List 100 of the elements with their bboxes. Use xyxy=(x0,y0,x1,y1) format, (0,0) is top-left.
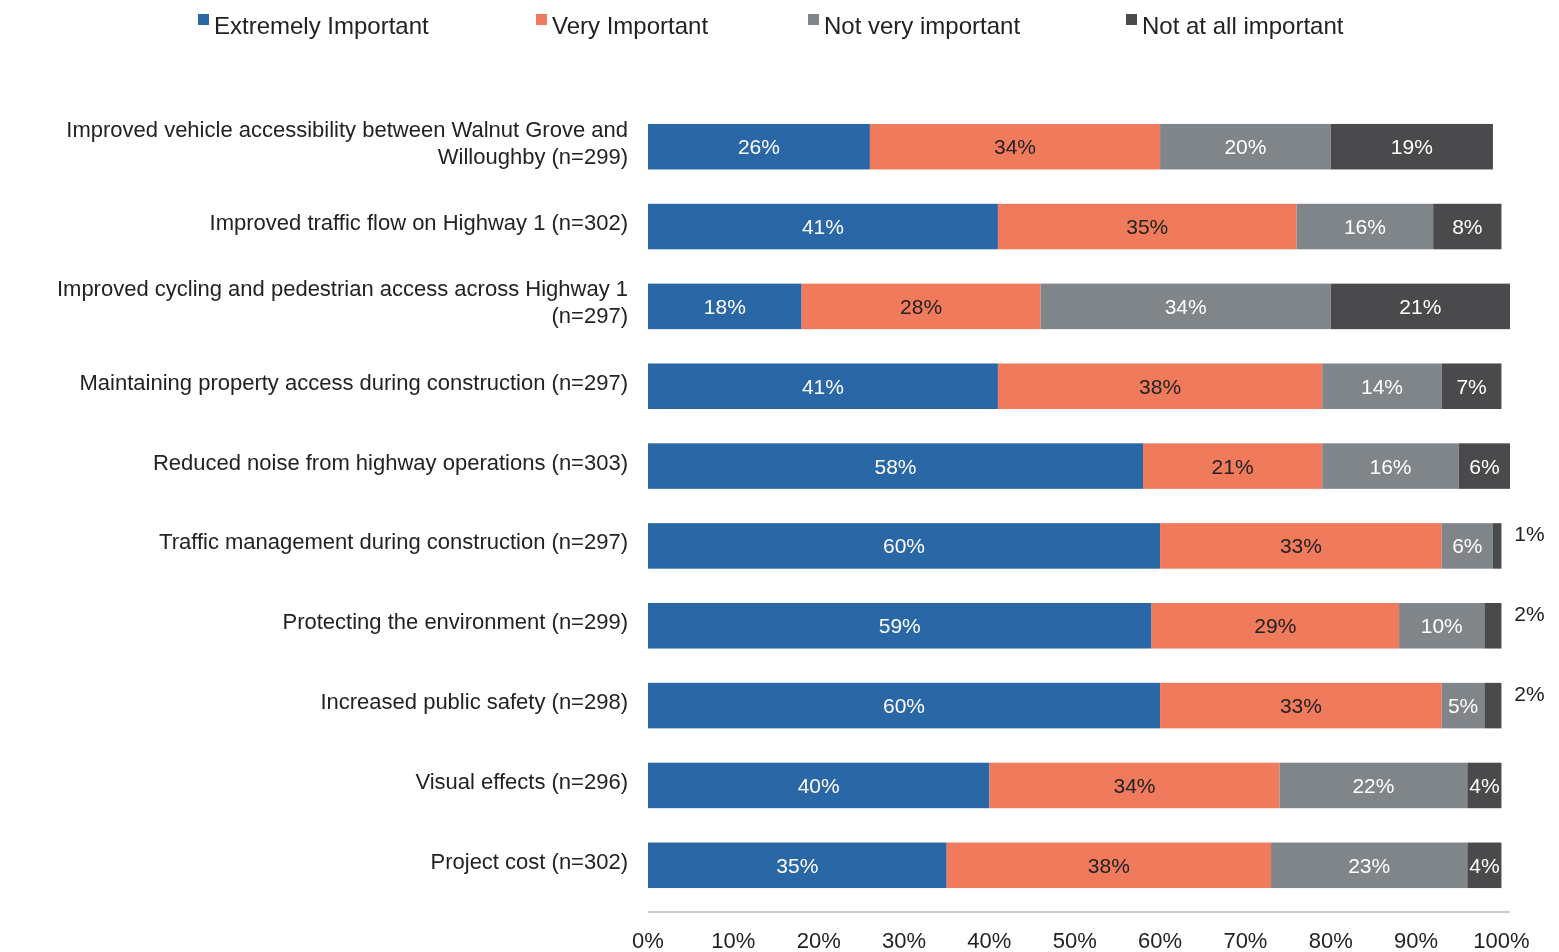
bar xyxy=(1160,682,1442,729)
y-tick-label: Improved cycling and pedestrian access across Highway 1 (n=297) xyxy=(56,276,628,329)
data-label: 16% xyxy=(1369,454,1412,478)
bar xyxy=(1040,283,1331,330)
data-label: 19% xyxy=(1390,135,1433,159)
data-label: 14% xyxy=(1360,374,1403,398)
x-tick-label: 30% xyxy=(882,927,927,952)
x-tick-label: 10% xyxy=(711,927,756,952)
x-tick-label: 20% xyxy=(796,927,841,952)
bar xyxy=(1151,603,1400,649)
bar xyxy=(1330,123,1493,170)
bar xyxy=(997,203,1297,250)
bar xyxy=(1330,283,1510,330)
data-label: 8% xyxy=(1452,215,1483,239)
bar xyxy=(1143,443,1323,489)
bar xyxy=(997,363,1323,409)
bar xyxy=(1441,523,1493,569)
data-label: 22% xyxy=(1352,773,1395,797)
data-label: 20% xyxy=(1224,135,1267,159)
bar xyxy=(1296,203,1434,250)
data-label: 41% xyxy=(801,215,844,239)
data-label: 10% xyxy=(1420,614,1463,638)
data-label: 59% xyxy=(878,614,921,638)
bar xyxy=(648,203,998,250)
bar xyxy=(801,283,1041,330)
bar xyxy=(648,523,1161,569)
bar xyxy=(1484,682,1502,729)
data-label: 1% xyxy=(1514,522,1545,546)
legend-label: Not very important xyxy=(824,11,1021,39)
x-tick-label: 70% xyxy=(1223,927,1268,952)
y-tick-label: Improved vehicle accessibility between Walnut Grove and Willoughby (n=299) xyxy=(66,116,628,169)
bar xyxy=(648,842,947,889)
bar xyxy=(648,283,802,330)
legend-label: Very Important xyxy=(552,11,709,39)
legend-label: Not at all important xyxy=(1142,11,1344,39)
data-label: 40% xyxy=(797,773,840,797)
data-label: 60% xyxy=(883,694,926,718)
bar xyxy=(1271,842,1468,889)
bar xyxy=(1433,203,1502,250)
data-label: 35% xyxy=(1126,215,1169,239)
y-tick-label: Increased public safety (n=298) xyxy=(320,689,628,715)
x-tick-label: 100% xyxy=(1473,927,1530,952)
bar xyxy=(1441,363,1502,409)
y-tick-label: Traffic management during construction (n=297) xyxy=(159,529,628,555)
data-label: 2% xyxy=(1514,602,1545,626)
bar xyxy=(648,123,870,170)
data-label: 6% xyxy=(1469,454,1500,478)
bar xyxy=(1322,443,1459,489)
data-label: 21% xyxy=(1211,454,1254,478)
bar xyxy=(648,762,990,809)
data-label: 16% xyxy=(1343,215,1386,239)
data-label: 26% xyxy=(737,135,780,159)
data-label: 23% xyxy=(1348,853,1391,877)
data-label: 41% xyxy=(801,374,844,398)
data-label: 18% xyxy=(703,294,746,318)
x-tick-label: 80% xyxy=(1308,927,1353,952)
data-label: 33% xyxy=(1279,534,1322,558)
bar xyxy=(648,363,998,409)
bar xyxy=(1458,443,1510,489)
bar xyxy=(869,123,1161,170)
x-tick-label: 90% xyxy=(1394,927,1439,952)
y-tick-label: Maintaining property access during construction (n=297) xyxy=(79,369,628,395)
y-tick-label: Visual effects (n=296) xyxy=(415,768,628,794)
bar xyxy=(1399,603,1485,649)
data-label: 2% xyxy=(1514,682,1545,706)
bar xyxy=(946,842,1272,889)
x-tick-label: 0% xyxy=(632,927,664,952)
x-tick-label: 40% xyxy=(967,927,1012,952)
bar xyxy=(648,682,1161,729)
data-label: 35% xyxy=(776,853,819,877)
data-label: 33% xyxy=(1279,694,1322,718)
data-label: 4% xyxy=(1469,773,1500,797)
data-label: 60% xyxy=(883,534,926,558)
data-label: 21% xyxy=(1399,294,1442,318)
data-label: 5% xyxy=(1447,694,1479,718)
x-tick-label: 60% xyxy=(1138,927,1183,952)
bar xyxy=(1322,363,1442,409)
data-label: 29% xyxy=(1254,614,1297,638)
bar xyxy=(648,603,1152,649)
y-tick-label: Project cost (n=302) xyxy=(430,848,628,874)
bar xyxy=(1160,123,1331,170)
bar xyxy=(648,443,1144,489)
data-label: 38% xyxy=(1139,374,1182,398)
data-label: 4% xyxy=(1469,853,1500,877)
data-label: 34% xyxy=(1164,294,1207,318)
bar xyxy=(1279,762,1468,809)
y-tick-label: Protecting the environment (n=299) xyxy=(282,609,628,635)
bar xyxy=(1484,603,1502,649)
bar xyxy=(989,762,1280,809)
y-tick-label: Improved traffic flow on Highway 1 (n=302) xyxy=(209,210,628,236)
data-label: 6% xyxy=(1452,534,1483,558)
data-label: 7% xyxy=(1456,374,1487,398)
y-tick-label: Reduced noise from highway operations (n=303) xyxy=(152,449,628,475)
data-label: 38% xyxy=(1087,853,1130,877)
legend-label: Extremely Important xyxy=(214,11,430,39)
data-label: 34% xyxy=(993,135,1037,159)
bar xyxy=(1492,523,1502,569)
data-label: 34% xyxy=(1113,773,1156,797)
bar xyxy=(1160,523,1442,569)
data-label: 58% xyxy=(874,454,917,478)
